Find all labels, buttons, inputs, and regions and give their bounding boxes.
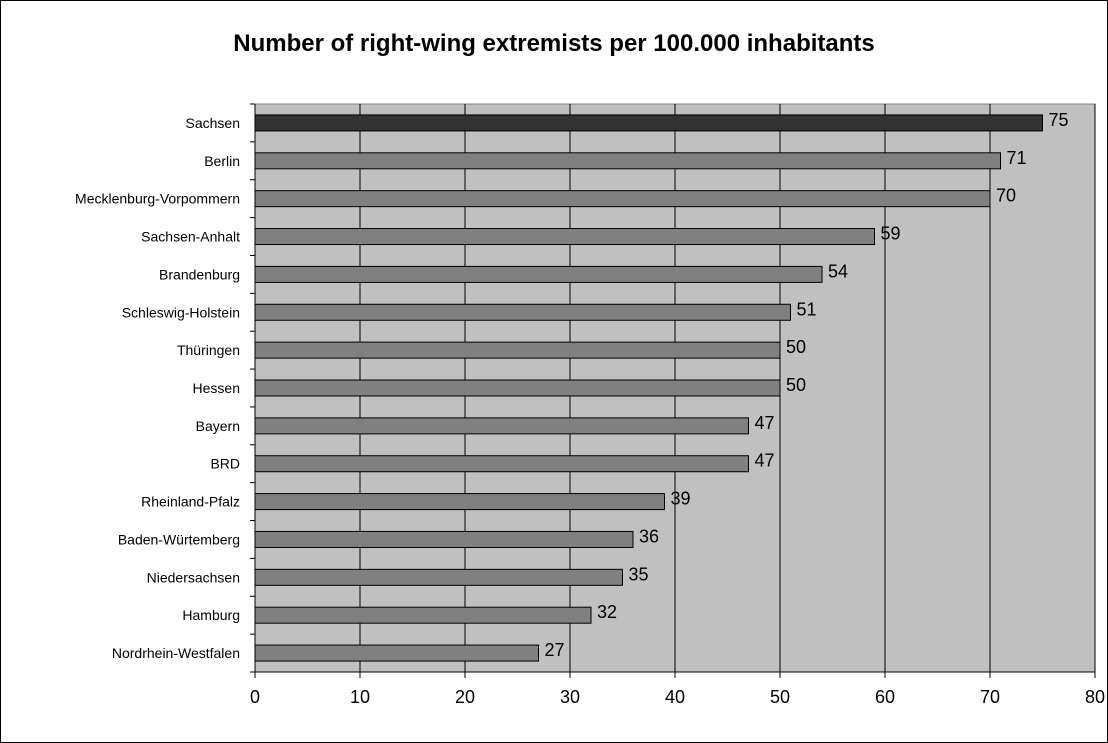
category-label: Niedersachsen [147,569,240,585]
category-label: Thüringen [177,342,240,358]
category-label: Sachsen [186,115,240,131]
x-tick-label: 70 [980,687,1000,707]
data-label: 47 [755,413,775,433]
data-label: 35 [629,564,649,584]
data-label: 32 [597,602,617,622]
data-label: 54 [828,261,848,281]
bar [254,644,539,662]
bar [254,417,749,435]
category-label: Brandenburg [159,266,240,282]
category-label: Baden-Würtemberg [118,531,240,547]
data-label: 50 [786,337,806,357]
data-label: 36 [639,526,659,546]
bar [254,228,875,246]
bar [254,152,1001,170]
bar [254,114,1043,132]
category-label: Bayern [196,418,240,434]
bar [254,568,623,586]
bar [254,265,823,283]
category-label: Berlin [204,153,240,169]
bar [254,379,781,397]
x-tick-label: 20 [455,687,475,707]
data-label: 51 [797,299,817,319]
bar [254,341,781,359]
category-label: Sachsen-Anhalt [141,229,240,245]
bar [254,303,791,321]
data-label: 39 [671,489,691,509]
bar [254,530,634,548]
x-tick-label: 60 [875,687,895,707]
bars [254,114,1043,662]
chart-title: Number of right-wing extremists per 100.… [233,30,875,57]
bar [254,493,665,511]
x-tick-label: 0 [250,687,260,707]
x-tick-label: 10 [350,687,370,707]
labels: Sachsen 75 Berlin 71 Mecklenburg-Vorpommern 7… [75,110,1105,707]
category-label: Hamburg [182,607,240,623]
bar [254,606,592,624]
axes [250,103,1096,678]
x-tick-label: 30 [560,687,580,707]
bar [254,455,749,473]
data-label: 50 [786,375,806,395]
category-label: Schleswig-Holstein [122,304,240,320]
data-label: 59 [881,224,901,244]
data-label: 75 [1049,110,1069,130]
x-tick-label: 80 [1085,687,1105,707]
category-label: Hessen [193,380,240,396]
category-label: Nordrhein-Westfalen [112,645,240,661]
data-label: 27 [545,640,565,660]
data-label: 71 [1007,148,1027,168]
bar [254,190,991,208]
category-label: BRD [210,456,240,472]
data-label: 47 [755,451,775,471]
data-label: 70 [996,186,1016,206]
category-label: Rheinland-Pfalz [141,494,240,510]
category-label: Mecklenburg-Vorpommern [75,191,240,207]
x-tick-label: 50 [770,687,790,707]
x-tick-label: 40 [665,687,685,707]
